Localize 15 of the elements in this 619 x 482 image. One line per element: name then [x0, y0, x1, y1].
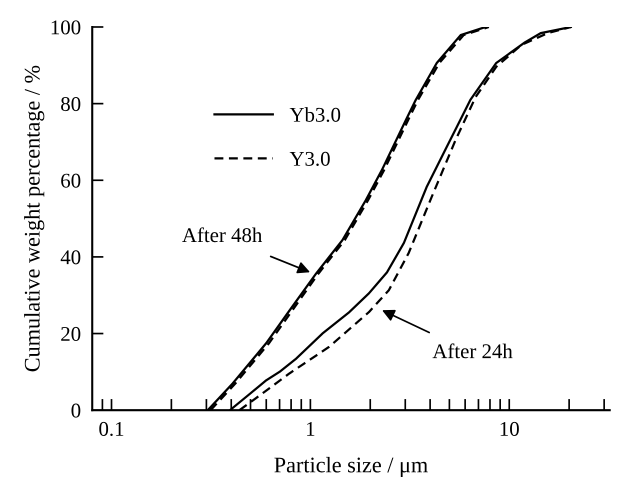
legend-label: Y3.0	[290, 152, 330, 166]
x-axis-title: Particle size / μm	[274, 456, 428, 478]
legend-label: Yb3.0	[290, 107, 340, 122]
annotation: After 48h	[182, 227, 262, 242]
y-axis-title: Cumulative weight percentage / %	[24, 66, 44, 372]
y-tick-label: 20	[61, 326, 80, 341]
y-tick-label: 0	[72, 404, 80, 418]
y-tick-label: 80	[61, 97, 80, 112]
annotation: After 24h	[432, 343, 513, 358]
y-tick-label: 60	[61, 174, 80, 188]
x-tick-label: 1	[307, 422, 314, 436]
x-tick-label: 10	[500, 422, 519, 436]
y-tick-label: 100	[52, 20, 80, 34]
y-tick-label: 40	[60, 250, 80, 264]
x-tick-label: 0.1	[99, 422, 124, 436]
